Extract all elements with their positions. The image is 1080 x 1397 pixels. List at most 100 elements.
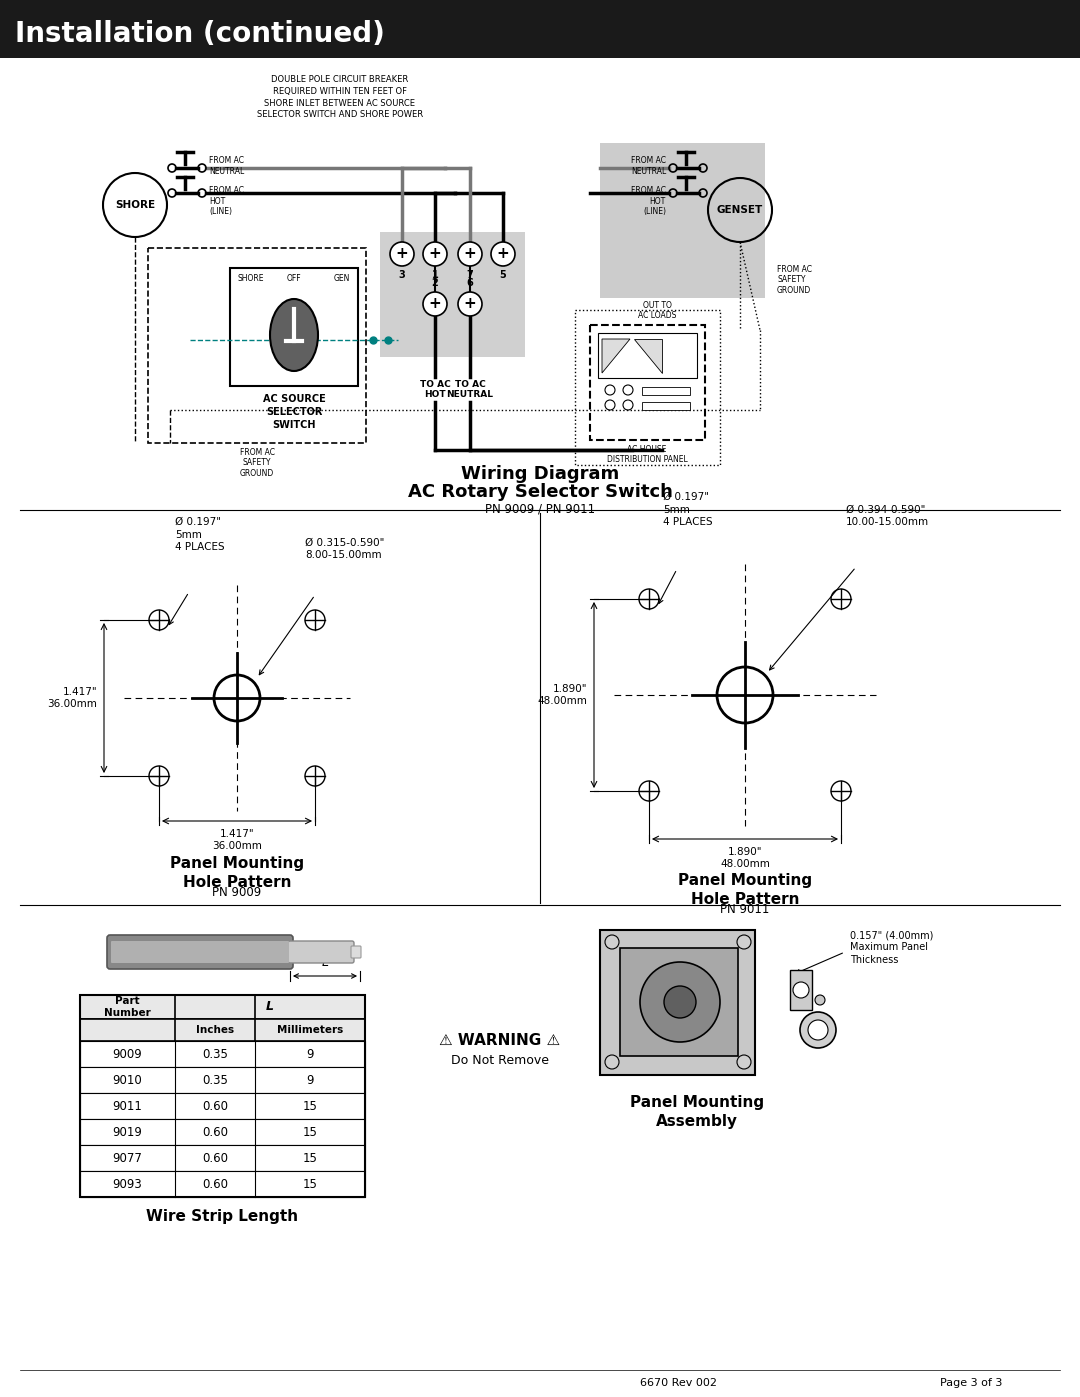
Text: 0.60: 0.60: [202, 1126, 228, 1139]
Text: Page 3 of 3: Page 3 of 3: [940, 1377, 1002, 1389]
Bar: [148, 249, 366, 443]
Circle shape: [458, 292, 482, 316]
Circle shape: [423, 242, 447, 265]
Text: 0.157" (4.00mm)
Maximum Panel
Thickness: 0.157" (4.00mm) Maximum Panel Thickness: [850, 930, 933, 965]
Text: 0.60: 0.60: [202, 1099, 228, 1112]
Text: Ø 0.315-0.590"
8.00-15.00mm: Ø 0.315-0.590" 8.00-15.00mm: [305, 538, 384, 560]
Bar: [598, 332, 697, 379]
Text: 15: 15: [302, 1126, 318, 1139]
Text: +: +: [429, 246, 442, 261]
Text: PN 9009: PN 9009: [213, 886, 261, 900]
Text: Panel Mounting
Hole Pattern: Panel Mounting Hole Pattern: [678, 873, 812, 907]
Text: L: L: [322, 956, 328, 970]
Bar: [642, 402, 690, 409]
Text: FROM AC
NEUTRAL: FROM AC NEUTRAL: [631, 156, 666, 176]
Text: +: +: [463, 246, 476, 261]
Text: Panel Mounting
Assembly: Panel Mounting Assembly: [630, 1095, 764, 1129]
Bar: [80, 1067, 365, 1092]
Text: SHORE: SHORE: [238, 274, 265, 284]
Bar: [789, 970, 812, 1010]
Circle shape: [423, 292, 447, 316]
Text: 9010: 9010: [112, 1073, 143, 1087]
Bar: [80, 1092, 365, 1119]
Text: FROM AC
HOT
(LINE): FROM AC HOT (LINE): [631, 186, 666, 217]
Bar: [575, 310, 720, 465]
Text: Inches: Inches: [195, 1025, 234, 1035]
Text: 0.60: 0.60: [202, 1178, 228, 1190]
Circle shape: [458, 242, 482, 265]
Circle shape: [737, 1055, 751, 1069]
Text: 6670 Rev 002: 6670 Rev 002: [640, 1377, 717, 1389]
Text: Installation (continued): Installation (continued): [15, 20, 384, 47]
Text: Do Not Remove: Do Not Remove: [451, 1053, 549, 1066]
Text: GENSET: GENSET: [717, 205, 764, 215]
Bar: [642, 387, 690, 395]
Circle shape: [808, 1020, 828, 1039]
Text: PN 9011: PN 9011: [720, 902, 770, 916]
Circle shape: [640, 963, 720, 1042]
Text: OFF: OFF: [286, 274, 301, 284]
Bar: [230, 268, 357, 386]
Text: 1.890"
48.00mm: 1.890" 48.00mm: [537, 683, 588, 707]
Circle shape: [491, 242, 515, 265]
Bar: [590, 326, 705, 440]
Text: +: +: [395, 246, 408, 261]
Text: +: +: [429, 296, 442, 312]
Circle shape: [815, 995, 825, 1004]
Bar: [80, 1171, 365, 1197]
Text: AC Rotary Selector Switch: AC Rotary Selector Switch: [407, 483, 673, 502]
Bar: [600, 142, 765, 298]
Text: Wiring Diagram: Wiring Diagram: [461, 465, 619, 483]
Text: OUT TO
AC LOADS: OUT TO AC LOADS: [638, 300, 676, 320]
Circle shape: [605, 935, 619, 949]
Text: 9: 9: [307, 1048, 314, 1060]
Bar: [0, 0, 1080, 59]
Text: Ø 0.197"
5mm
4 PLACES: Ø 0.197" 5mm 4 PLACES: [663, 492, 713, 527]
Circle shape: [664, 986, 696, 1018]
Text: FROM AC
HOT
(LINE): FROM AC HOT (LINE): [210, 186, 244, 217]
Text: 5: 5: [500, 270, 507, 279]
Text: Ø 0.394-0.590"
10.00-15.00mm: Ø 0.394-0.590" 10.00-15.00mm: [846, 504, 929, 527]
Text: 9077: 9077: [112, 1151, 143, 1165]
Text: 15: 15: [302, 1151, 318, 1165]
Text: 9011: 9011: [112, 1099, 143, 1112]
Text: 15: 15: [302, 1178, 318, 1190]
Text: 9009: 9009: [112, 1048, 143, 1060]
Text: Wire Strip Length: Wire Strip Length: [147, 1208, 298, 1224]
Text: 9: 9: [307, 1073, 314, 1087]
FancyBboxPatch shape: [288, 942, 354, 963]
FancyBboxPatch shape: [351, 946, 361, 958]
FancyBboxPatch shape: [111, 942, 289, 963]
Bar: [80, 1041, 365, 1067]
Text: FROM AC
NEUTRAL: FROM AC NEUTRAL: [210, 156, 244, 176]
Text: 9019: 9019: [112, 1126, 143, 1139]
Text: 0.35: 0.35: [202, 1048, 228, 1060]
Text: SHORE: SHORE: [114, 200, 156, 210]
Text: AC SOURCE
SELECTOR
SWITCH: AC SOURCE SELECTOR SWITCH: [262, 394, 325, 430]
Circle shape: [793, 982, 809, 997]
Text: Millimeters: Millimeters: [276, 1025, 343, 1035]
Text: 9093: 9093: [112, 1178, 143, 1190]
Text: AC HOUSE
DISTRIBUTION PANEL: AC HOUSE DISTRIBUTION PANEL: [607, 446, 687, 464]
Circle shape: [605, 1055, 619, 1069]
Text: 0.60: 0.60: [202, 1151, 228, 1165]
Bar: [80, 1146, 365, 1171]
Circle shape: [800, 1011, 836, 1048]
Text: 1.417"
36.00mm: 1.417" 36.00mm: [48, 687, 97, 710]
Text: 6: 6: [467, 278, 473, 288]
Text: ⚠ WARNING ⚠: ⚠ WARNING ⚠: [440, 1032, 561, 1048]
Text: TO AC
HOT: TO AC HOT: [420, 380, 450, 400]
Circle shape: [390, 242, 414, 265]
Ellipse shape: [270, 299, 318, 372]
FancyBboxPatch shape: [107, 935, 293, 970]
Text: 1.890"
48.00mm: 1.890" 48.00mm: [720, 847, 770, 869]
Text: 2: 2: [432, 278, 438, 288]
Text: GEN: GEN: [334, 274, 350, 284]
Text: FROM AC
SAFETY
GROUND: FROM AC SAFETY GROUND: [777, 265, 812, 295]
Bar: [80, 1018, 365, 1041]
Text: Ø 0.197"
5mm
4 PLACES: Ø 0.197" 5mm 4 PLACES: [175, 517, 225, 552]
Text: 1.417"
36.00mm: 1.417" 36.00mm: [212, 828, 262, 851]
Text: 15: 15: [302, 1099, 318, 1112]
Circle shape: [737, 935, 751, 949]
Text: DOUBLE POLE CIRCUIT BREAKER
REQUIRED WITHIN TEN FEET OF
SHORE INLET BETWEEN AC S: DOUBLE POLE CIRCUIT BREAKER REQUIRED WIT…: [257, 75, 423, 119]
